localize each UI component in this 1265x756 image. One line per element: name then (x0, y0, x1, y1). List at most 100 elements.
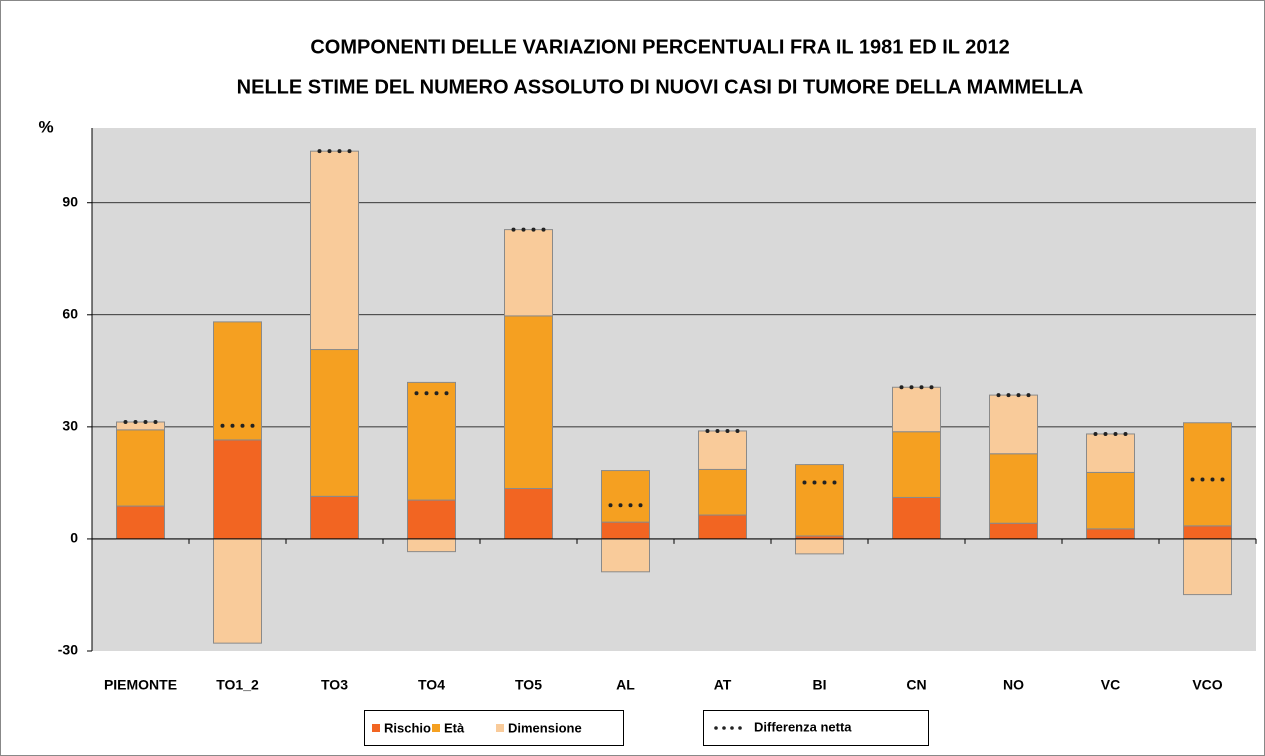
net-marker (1093, 431, 1128, 436)
chart-title: COMPONENTI DELLE VARIAZIONI PERCENTUALI … (310, 36, 1009, 58)
x-tick-label: AT (714, 677, 732, 693)
y-tick-label: 30 (62, 418, 78, 434)
bar-segment (601, 521, 650, 540)
net-dot (812, 480, 817, 485)
net-dot (434, 391, 439, 396)
net-marker (1190, 477, 1225, 482)
x-tick-label: TO1_2 (216, 677, 259, 693)
net-dot (123, 420, 128, 425)
x-tick-label: CN (906, 677, 926, 693)
legend-swatch (496, 724, 504, 732)
bar-segment (892, 431, 941, 498)
bar-segment (213, 321, 262, 441)
bar-segment (310, 349, 359, 497)
net-dot (705, 428, 710, 433)
net-dot (1103, 431, 1108, 436)
net-dot (230, 423, 235, 428)
net-dot (1210, 477, 1215, 482)
net-dot (143, 420, 148, 425)
y-axis-label: % (38, 117, 53, 136)
net-dot (531, 227, 536, 232)
bar-segment (601, 470, 650, 523)
x-tick-label: PIEMONTE (104, 677, 177, 693)
net-dot (317, 149, 322, 154)
bar-segment (1086, 528, 1135, 540)
legend-dot (738, 726, 742, 730)
net-dot (220, 423, 225, 428)
bar-segment (892, 386, 941, 433)
net-dot (1123, 431, 1128, 436)
bar-segment (213, 439, 262, 540)
net-marker (317, 149, 352, 154)
bar-segment (892, 496, 941, 540)
x-tick-label: TO4 (418, 677, 445, 693)
legend-label: Rischio (384, 720, 431, 735)
net-dot (1093, 431, 1098, 436)
bar-segment (407, 499, 456, 540)
net-marker (220, 423, 255, 428)
net-dot (1016, 393, 1021, 398)
net-dot (1190, 477, 1195, 482)
net-dot (909, 385, 914, 390)
bar-segment (989, 522, 1038, 540)
bar-segment (504, 487, 553, 540)
legend-dot (714, 726, 718, 730)
y-tick-label: 90 (62, 193, 78, 209)
x-tick-label: BI (813, 677, 827, 693)
legend-label: Differenza netta (754, 719, 852, 734)
net-dot (929, 385, 934, 390)
bar-segment (310, 150, 359, 351)
net-dot (899, 385, 904, 390)
net-dot (1026, 393, 1031, 398)
legend-label: Età (444, 720, 465, 735)
net-dot (1113, 431, 1118, 436)
net-dot (628, 503, 633, 508)
legend-swatch (432, 724, 440, 732)
net-dot (347, 149, 352, 154)
bar-segment (795, 464, 844, 537)
net-marker (996, 393, 1031, 398)
net-dot (996, 393, 1001, 398)
net-dot (608, 503, 613, 508)
net-dot (133, 420, 138, 425)
x-tick-label: TO5 (515, 677, 542, 693)
chart-title: NELLE STIME DEL NUMERO ASSOLUTO DI NUOVI… (237, 76, 1084, 98)
bar-segment (1183, 525, 1232, 540)
net-dot (424, 391, 429, 396)
bar-segment (698, 430, 747, 470)
net-dot (735, 428, 740, 433)
bar-segment (407, 538, 456, 553)
net-dot (337, 149, 342, 154)
x-tick-label: TO3 (321, 677, 348, 693)
legend-label: Dimensione (508, 720, 582, 735)
net-dot (153, 420, 158, 425)
net-marker (899, 385, 934, 390)
net-dot (618, 503, 623, 508)
net-dot (725, 428, 730, 433)
legend-swatch (372, 724, 380, 732)
net-marker (608, 503, 643, 508)
bar-segment (989, 453, 1038, 524)
bar-segment (1183, 538, 1232, 596)
bar-segment (310, 495, 359, 540)
net-dot (715, 428, 720, 433)
net-dot (802, 480, 807, 485)
bar-segment (116, 505, 165, 540)
bar-segment (1086, 471, 1135, 530)
net-dot (919, 385, 924, 390)
bar-segment (698, 468, 747, 516)
bar-segment (698, 514, 747, 540)
legend-dot (730, 726, 734, 730)
bar-segment (601, 538, 650, 573)
legend-dot (722, 726, 726, 730)
bar-segment (116, 429, 165, 507)
y-tick-label: 60 (62, 305, 78, 321)
net-dot (1006, 393, 1011, 398)
net-dot (240, 423, 245, 428)
net-marker (705, 428, 740, 433)
net-dot (822, 480, 827, 485)
net-marker (414, 391, 449, 396)
net-dot (521, 227, 526, 232)
net-dot (250, 423, 255, 428)
bar-segment (504, 229, 553, 317)
